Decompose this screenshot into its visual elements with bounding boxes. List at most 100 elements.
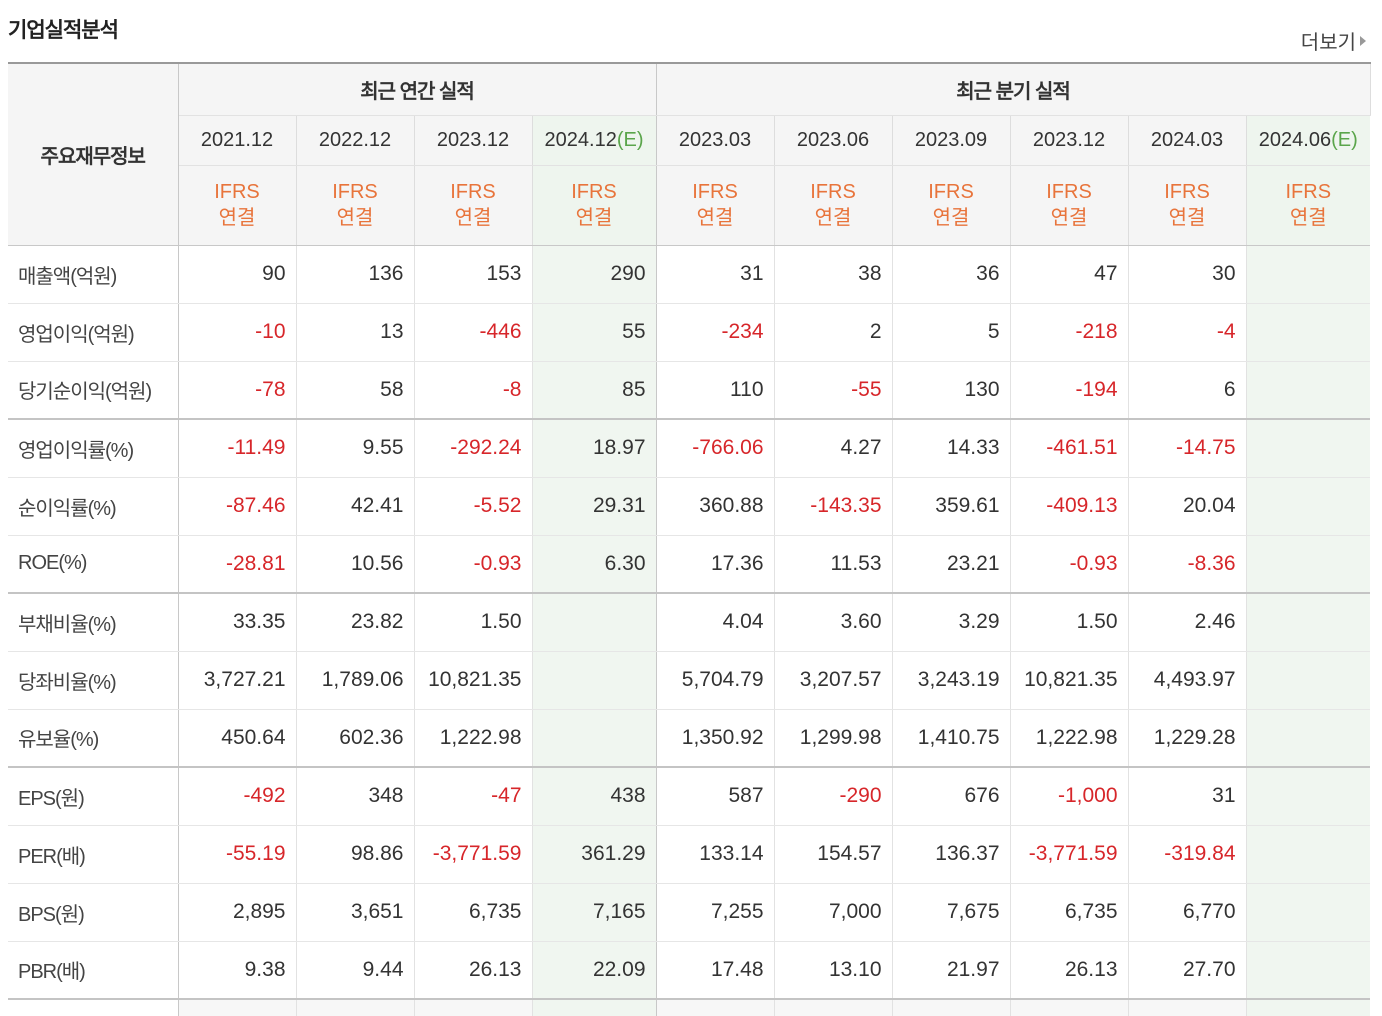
table-row: 순이익률(%) -87.46 42.41 -5.52 29.31 360.88 -143.3… (8, 477, 1371, 536)
table-cell: 154.57 (774, 825, 893, 884)
table-cell: -8.36 (1128, 535, 1247, 594)
table-cell: 42.41 (296, 477, 415, 536)
table-cell (892, 999, 1011, 1016)
table-cell: -5.52 (414, 477, 533, 536)
table-cell (1246, 303, 1371, 362)
consolidated-label: 연결 (575, 207, 613, 229)
table-cell: 130 (892, 361, 1011, 420)
table-cell: -461.51 (1010, 419, 1129, 478)
section-title: 기업실적분석 (8, 19, 119, 42)
table-cell (1246, 941, 1371, 1000)
table-cell: 290 (532, 245, 657, 304)
table-cell: 58 (296, 361, 415, 420)
table-cell: 10,821.35 (1010, 651, 1129, 710)
table-cell: 450.64 (178, 709, 297, 768)
table-cell: -87.46 (178, 477, 297, 536)
table-row: EPS(원) -492 348 -47 438 587 -290 676 -1,000 31 (8, 767, 1371, 826)
table-cell (1246, 593, 1371, 652)
table-row: ROE(%) -28.81 10.56 -0.93 6.30 17.36 11.53 23.2… (8, 535, 1371, 594)
table-cell: 153 (414, 245, 533, 304)
table-row: 매출액(억원) 90 136 153 290 31 38 36 47 30 (8, 245, 1371, 304)
accounting-standard-header: IFRS 연결 (1010, 165, 1129, 246)
table-row: 당좌비율(%) 3,727.21 1,789.06 10,821.35 5,704.79… (8, 651, 1371, 710)
row-label: 매출액(억원) (8, 245, 179, 304)
period-header: 2023.12 (414, 115, 533, 166)
table-cell: 9.44 (296, 941, 415, 1000)
table-cell (532, 709, 657, 768)
table-cell: 9.38 (178, 941, 297, 1000)
more-link[interactable]: 더보기 (1301, 26, 1366, 55)
period-header: 2023.03 (656, 115, 775, 166)
table-cell: 23.82 (296, 593, 415, 652)
table-cell: 1,410.75 (892, 709, 1011, 768)
table-cell: 6 (1128, 361, 1247, 420)
table-cell: 3.29 (892, 593, 1011, 652)
accounting-standard-header: IFRS 연결 (296, 165, 415, 246)
accounting-standard-header: IFRS 연결 (414, 165, 533, 246)
period-label: 2024.03 (1150, 128, 1224, 151)
table-cell: 4.27 (774, 419, 893, 478)
table-cell: 31 (656, 245, 775, 304)
row-label: PBR(배) (8, 941, 179, 1000)
period-header: 2024.12(E) (532, 115, 657, 166)
table-cell: -28.81 (178, 535, 297, 594)
financial-summary-table: 주요재무정보 최근 연간 실적 최근 분기 실적 2021.12 2022.12 2… (8, 62, 1371, 1016)
table-cell: 27.70 (1128, 941, 1247, 1000)
ifrs-label: IFRS (810, 181, 856, 203)
row-label: 영업이익(억원) (8, 303, 179, 362)
table-row: 영업이익(억원) -10 13 -446 55 -234 2 5 -218 -4 (8, 303, 1371, 362)
table-cell: 1,350.92 (656, 709, 775, 768)
table-cell: 110 (656, 361, 775, 420)
row-label: ROE(%) (8, 535, 179, 594)
more-label: 더보기 (1300, 32, 1356, 54)
quarter-group-header: 최근 분기 실적 (656, 63, 1371, 116)
table-cell: 4,493.97 (1128, 651, 1247, 710)
table-cell (1128, 999, 1247, 1016)
table-cell: 5 (892, 303, 1011, 362)
table-cell: 3,207.57 (774, 651, 893, 710)
table-cell: 30 (1128, 245, 1247, 304)
consolidated-label: 연결 (1289, 207, 1327, 229)
table-cell: 7,675 (892, 883, 1011, 942)
table-cell: 2 (774, 303, 893, 362)
row-label: 영업이익률(%) (8, 419, 179, 478)
table-cell: 17.48 (656, 941, 775, 1000)
annual-group-header: 최근 연간 실적 (178, 63, 657, 116)
table-cell: 11.53 (774, 535, 893, 594)
table-cell: 29.31 (532, 477, 657, 536)
estimate-mark: (E) (616, 128, 644, 151)
table-cell (532, 651, 657, 710)
ifrs-label: IFRS (1046, 181, 1092, 203)
table-cell: -3,771.59 (1010, 825, 1129, 884)
table-cell: -55 (774, 361, 893, 420)
table-cell: -11.49 (178, 419, 297, 478)
table-cell (1246, 419, 1371, 478)
chevron-right-icon (1360, 35, 1366, 46)
table-cell: 7,255 (656, 883, 775, 942)
table-cell: 98.86 (296, 825, 415, 884)
period-label: 2021.12 (200, 128, 274, 151)
period-header: 2023.09 (892, 115, 1011, 166)
table-row: PER(배) -55.19 98.86 -3,771.59 361.29 133.14 15… (8, 825, 1371, 884)
table-cell: 1,229.28 (1128, 709, 1247, 768)
period-header: 2024.06(E) (1246, 115, 1371, 166)
table-cell: 438 (532, 767, 657, 826)
period-header: 2023.06 (774, 115, 893, 166)
table-row: 부채비율(%) 33.35 23.82 1.50 4.04 3.60 3.29 1.50 2.4… (8, 593, 1371, 652)
table-cell: 7,000 (774, 883, 893, 942)
table-cell: 18.97 (532, 419, 657, 478)
table-cell: -8 (414, 361, 533, 420)
table-cell: 3,727.21 (178, 651, 297, 710)
row-label: EPS(원) (8, 767, 179, 826)
ifrs-label: IFRS (1164, 181, 1210, 203)
row-label: BPS(원) (8, 883, 179, 942)
table-cell: -10 (178, 303, 297, 362)
period-label: 2023.03 (678, 128, 752, 151)
table-cell: 26.13 (1010, 941, 1129, 1000)
table-cell (774, 999, 893, 1016)
table-cell: -218 (1010, 303, 1129, 362)
period-label: 2024.06 (1258, 128, 1332, 151)
table-cell: 20.04 (1128, 477, 1247, 536)
table-cell: -0.93 (1010, 535, 1129, 594)
table-cell: 9.55 (296, 419, 415, 478)
